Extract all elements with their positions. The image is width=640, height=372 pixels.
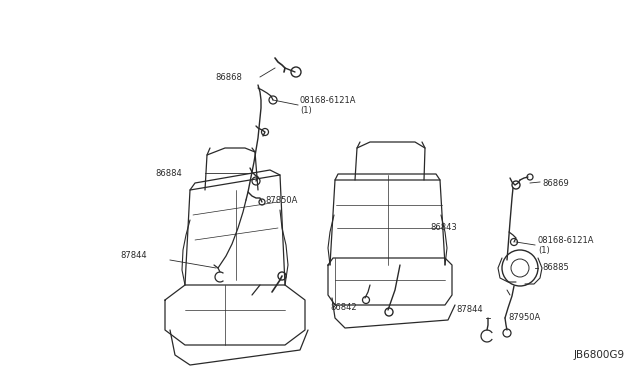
Text: 86842: 86842 [330,304,356,312]
Text: 86843: 86843 [430,222,457,231]
Text: 86884: 86884 [155,169,182,177]
Text: 87850A: 87850A [265,196,298,205]
Text: 86885: 86885 [542,263,569,273]
Text: 87844: 87844 [120,250,147,260]
Text: 86869: 86869 [542,179,569,187]
Text: 08168-6121A: 08168-6121A [300,96,356,105]
Text: 86868: 86868 [215,73,242,81]
Text: 87844: 87844 [456,305,483,314]
Text: 87950A: 87950A [508,314,540,323]
Text: (1): (1) [538,246,550,254]
Text: (1): (1) [300,106,312,115]
Text: JB6800G9: JB6800G9 [574,350,625,360]
Text: 08168-6121A: 08168-6121A [538,235,595,244]
